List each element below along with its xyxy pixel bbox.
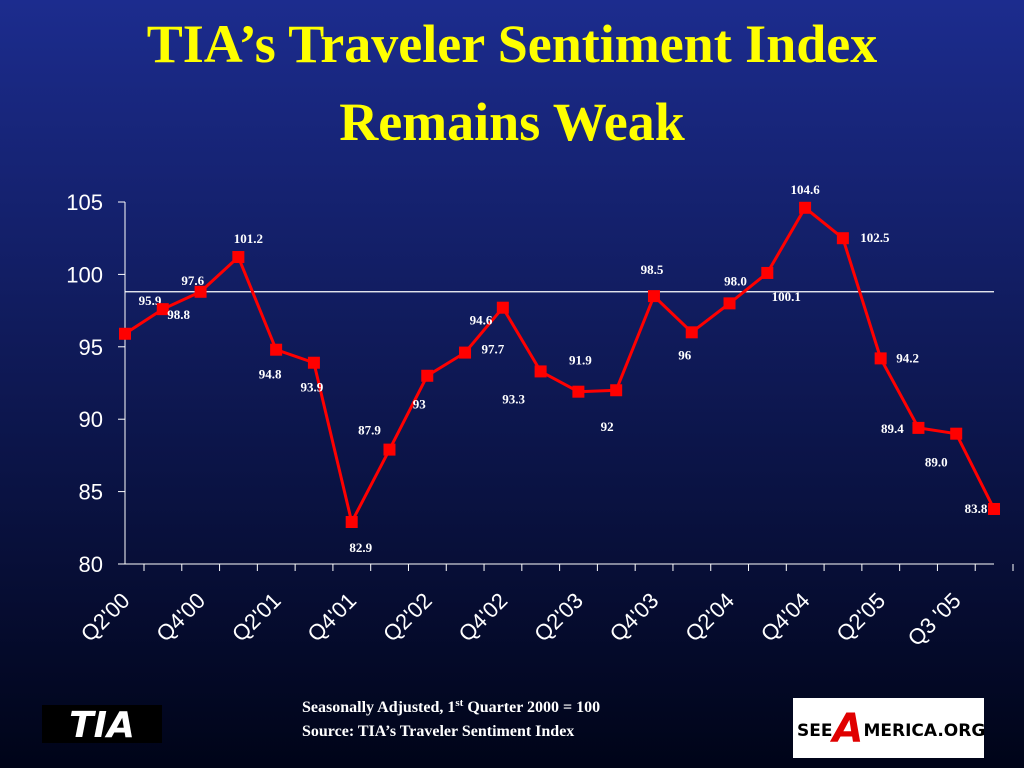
data-point <box>119 327 131 340</box>
y-tick-label: 85 <box>79 480 103 505</box>
footnote-text: Quarter 2000 = 100 <box>463 699 600 716</box>
footnote-sup: st <box>455 697 463 709</box>
data-point <box>912 421 925 434</box>
data-point <box>534 365 547 378</box>
logo-text: MERICA.ORG <box>863 721 985 741</box>
logo-text: SEE <box>797 721 832 741</box>
data-label: 94.8 <box>259 367 282 382</box>
data-label: 93.9 <box>301 380 324 395</box>
data-label: 97.6 <box>181 273 204 288</box>
logo-a: A <box>829 706 863 752</box>
data-label: 87.9 <box>358 423 381 438</box>
y-tick-label: 100 <box>66 262 103 287</box>
data-point <box>610 384 623 397</box>
data-point <box>723 297 736 310</box>
data-point <box>156 303 169 316</box>
y-tick-label: 95 <box>79 335 103 360</box>
data-point <box>836 232 849 245</box>
footnote: Seasonally Adjusted, 1st Quarter 2000 = … <box>302 697 600 716</box>
data-point <box>496 301 509 314</box>
data-label: 98.5 <box>641 262 664 277</box>
data-label: 96 <box>678 347 692 362</box>
source: Source: TIA’s Traveler Sentiment Index <box>302 723 574 740</box>
logo-see-america: SEEAMERICA.ORG <box>797 706 985 752</box>
data-label: 83.8 <box>965 501 988 516</box>
data-point <box>950 427 963 440</box>
data-label: 82.9 <box>349 540 372 555</box>
data-label: 94.2 <box>896 350 919 365</box>
data-label: 98.0 <box>724 273 747 288</box>
logo-tia: TIA <box>69 705 135 746</box>
data-point <box>799 201 812 214</box>
data-point <box>383 443 396 456</box>
data-label: 92 <box>601 419 614 434</box>
data-point <box>232 251 245 264</box>
data-label: 91.9 <box>569 353 592 368</box>
y-tick-label: 90 <box>79 407 103 432</box>
data-point <box>459 346 472 359</box>
y-tick-label: 80 <box>79 552 103 577</box>
chart-title: TIA’s Traveler Sentiment Index <box>147 14 877 74</box>
data-point <box>270 343 283 356</box>
data-label: 101.2 <box>234 231 263 246</box>
data-label: 94.6 <box>470 313 493 328</box>
data-point <box>572 385 585 398</box>
data-label: 89.0 <box>925 455 948 470</box>
chart-title: Remains Weak <box>339 92 685 152</box>
data-point <box>194 285 207 298</box>
data-label: 98.8 <box>167 307 190 322</box>
data-point <box>421 369 434 382</box>
data-label: 102.5 <box>860 230 890 245</box>
logo-box <box>793 698 984 758</box>
data-label: 93 <box>413 397 427 412</box>
data-point <box>307 356 320 369</box>
data-label: 93.3 <box>502 391 525 406</box>
data-point <box>761 266 774 279</box>
logo-box <box>42 705 162 743</box>
data-line <box>124 205 996 527</box>
footnote-text: Seasonally Adjusted, 1 <box>302 699 455 716</box>
data-label: 95.9 <box>139 293 162 308</box>
data-point <box>345 516 358 529</box>
data-point <box>647 290 660 303</box>
data-label: 104.6 <box>790 182 820 197</box>
y-tick-label: 105 <box>66 190 103 215</box>
data-label: 89.4 <box>881 421 904 436</box>
data-point <box>988 502 1000 515</box>
data-label: 97.7 <box>481 342 504 357</box>
data-point <box>685 326 698 339</box>
data-point <box>874 352 887 365</box>
data-label: 100.1 <box>772 289 801 304</box>
